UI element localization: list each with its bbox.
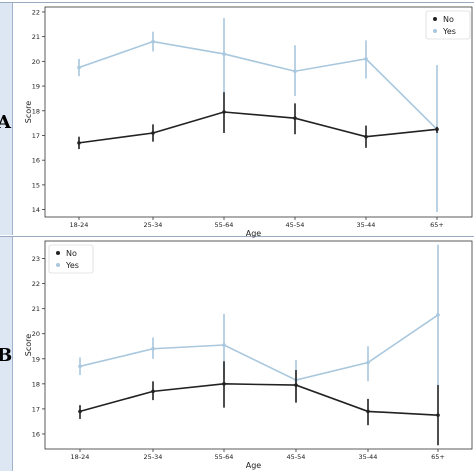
x-tick-label: 35-44 (359, 453, 378, 461)
data-point-yes (151, 346, 155, 351)
legend-marker-no (433, 17, 437, 21)
data-point-no (222, 382, 226, 386)
x-tick-label: 35-44 (357, 221, 376, 229)
series-line-yes (78, 40, 438, 130)
legend-box (425, 10, 471, 40)
x-tick-label: 18-24 (71, 453, 90, 461)
data-point-yes (77, 65, 81, 70)
y-tick-label: 16 (32, 157, 40, 165)
x-tick-label: 55-64 (215, 453, 234, 461)
data-point-no (151, 389, 155, 394)
data-point-yes (222, 343, 226, 347)
data-point-no (364, 134, 368, 139)
data-point-no (222, 110, 226, 114)
plot-frame (44, 240, 473, 450)
data-point-yes (222, 52, 226, 56)
data-point-no (151, 131, 155, 135)
x-tick-label: 45-54 (286, 221, 305, 229)
x-axis-label: Age (246, 229, 262, 238)
y-axis-label: Score (24, 101, 33, 123)
data-point-no (77, 141, 81, 145)
y-tick-label: 17 (32, 405, 40, 413)
y-tick-label: 21 (32, 305, 40, 313)
data-point-no (435, 127, 439, 132)
data-point-no (366, 409, 370, 414)
y-tick-label: 20 (32, 58, 40, 66)
x-tick-label: 55-64 (215, 221, 234, 229)
data-point-yes (293, 69, 297, 74)
y-tick-label: 19 (32, 355, 40, 363)
y-tick-label: 16 (32, 430, 40, 438)
data-point-no (293, 116, 297, 120)
x-tick-label: 25-34 (144, 453, 163, 461)
legend-box (48, 244, 94, 274)
x-tick-label: 65+ (431, 453, 445, 461)
panel-a-top-border (0, 2, 474, 3)
panel-a-letter: A (0, 112, 11, 133)
x-axis-label: Age (246, 461, 262, 470)
panel-b-label-strip (0, 237, 13, 471)
series-line-no (79, 383, 439, 416)
panel-divider (0, 236, 474, 237)
y-tick-label: 22 (32, 280, 40, 288)
y-tick-label: 18 (32, 380, 40, 388)
x-tick-label: 25-34 (144, 221, 163, 229)
panel-a-chart: 14 15 16 17 18 19 20 21 22 18-24 25-34 55-64 45-54 35… (24, 6, 473, 238)
y-tick-label: 23 (32, 255, 40, 263)
data-point-no (436, 413, 440, 417)
y-tick-label: 17 (32, 132, 40, 140)
legend-label-yes: Yes (65, 261, 79, 270)
legend-label-yes: Yes (442, 27, 456, 36)
y-tick-label: 15 (32, 181, 40, 189)
legend-marker-yes (56, 263, 60, 267)
data-point-yes (151, 39, 155, 44)
y-tick-label: 19 (32, 83, 40, 91)
x-tick-label: 45-54 (287, 453, 306, 461)
data-point-no (294, 383, 298, 387)
y-tick-label: 22 (32, 8, 40, 16)
plot-frame (44, 6, 473, 218)
data-point-yes (78, 364, 82, 369)
y-axis-label: Score (24, 334, 33, 356)
legend-label-no: No (443, 15, 454, 24)
y-tick-label: 18 (32, 107, 40, 115)
legend-marker-no (56, 251, 60, 255)
y-tick-label: 14 (32, 206, 40, 214)
series-line-no (78, 111, 438, 144)
data-point-yes (366, 360, 370, 365)
panel-b-chart: 16 17 18 19 20 21 22 23 18-24 25-34 55-64 45-54 35-4… (24, 240, 473, 470)
panel-a-label-strip (0, 3, 13, 235)
x-tick-label: 18-24 (70, 221, 89, 229)
data-point-no (78, 409, 82, 414)
data-point-yes (364, 57, 368, 61)
legend-label-no: No (66, 249, 77, 258)
y-tick-label: 21 (32, 33, 40, 41)
series-line-yes (79, 314, 439, 381)
panel-b-letter: B (0, 345, 13, 366)
legend-marker-yes (433, 29, 437, 33)
x-tick-label: 65+ (430, 221, 444, 229)
y-tick-label: 20 (32, 330, 40, 338)
data-point-yes (436, 313, 440, 317)
